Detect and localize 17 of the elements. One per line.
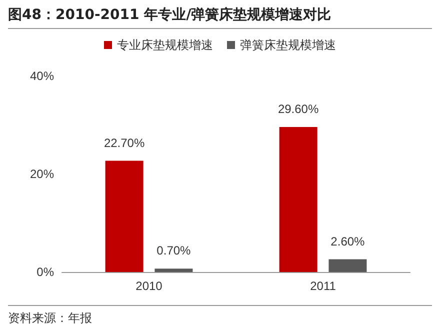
data-label: 29.60% bbox=[278, 102, 319, 116]
x-tick-label: 2010 bbox=[136, 279, 163, 293]
legend-label: 弹簧床垫规模增速 bbox=[240, 38, 336, 52]
y-tick-label: 40% bbox=[30, 69, 54, 83]
y-tick-label: 0% bbox=[36, 265, 54, 279]
bar bbox=[105, 160, 144, 272]
legend-label: 专业床垫规模增速 bbox=[117, 38, 213, 52]
x-tick-label: 2011 bbox=[310, 279, 336, 293]
bar bbox=[328, 259, 367, 272]
text: 资料来源：年报 bbox=[8, 310, 93, 327]
chart-title: 图48：2010-2011 年专业/弹簧床垫规模增速对比 bbox=[8, 6, 432, 29]
bar bbox=[154, 268, 193, 272]
data-label: 22.70% bbox=[104, 136, 145, 150]
y-tick-label: 20% bbox=[30, 167, 54, 181]
data-label: 2.60% bbox=[330, 234, 366, 248]
bar bbox=[279, 126, 318, 272]
data-label: 0.70% bbox=[156, 244, 192, 258]
